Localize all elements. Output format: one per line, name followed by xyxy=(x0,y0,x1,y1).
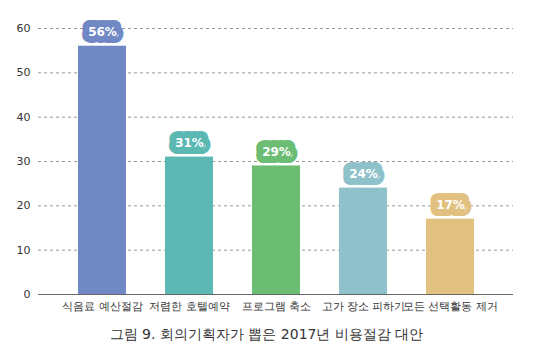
svg-text:30: 30 xyxy=(17,155,31,168)
svg-text:프로그램 축소: 프로그램 축소 xyxy=(242,300,312,313)
svg-text:모든 선택활동 제거: 모든 선택활동 제거 xyxy=(403,300,498,313)
svg-text:저렴한 호텔예약: 저렴한 호텔예약 xyxy=(149,300,230,313)
svg-text:60: 60 xyxy=(17,22,31,35)
svg-text:10: 10 xyxy=(17,244,31,257)
svg-text:40: 40 xyxy=(17,111,31,124)
svg-text:24%: 24% xyxy=(349,167,378,181)
svg-text:고가 장소 피하기: 고가 장소 피하기 xyxy=(322,300,406,313)
svg-text:29%: 29% xyxy=(262,145,291,159)
svg-text:20: 20 xyxy=(17,199,31,212)
svg-text:50: 50 xyxy=(17,66,31,79)
svg-text:0: 0 xyxy=(24,288,31,301)
svg-text:식음료 예산절감: 식음료 예산절감 xyxy=(62,300,143,313)
svg-text:56%: 56% xyxy=(88,25,117,39)
svg-text:31%: 31% xyxy=(175,136,204,150)
svg-text:17%: 17% xyxy=(436,198,465,212)
html-text:그림 9. 회의기획자가 뽑은 2017년 비용절감 대안: 그림 9. 회의기획자가 뽑은 2017년 비용절감 대안 xyxy=(109,326,424,342)
